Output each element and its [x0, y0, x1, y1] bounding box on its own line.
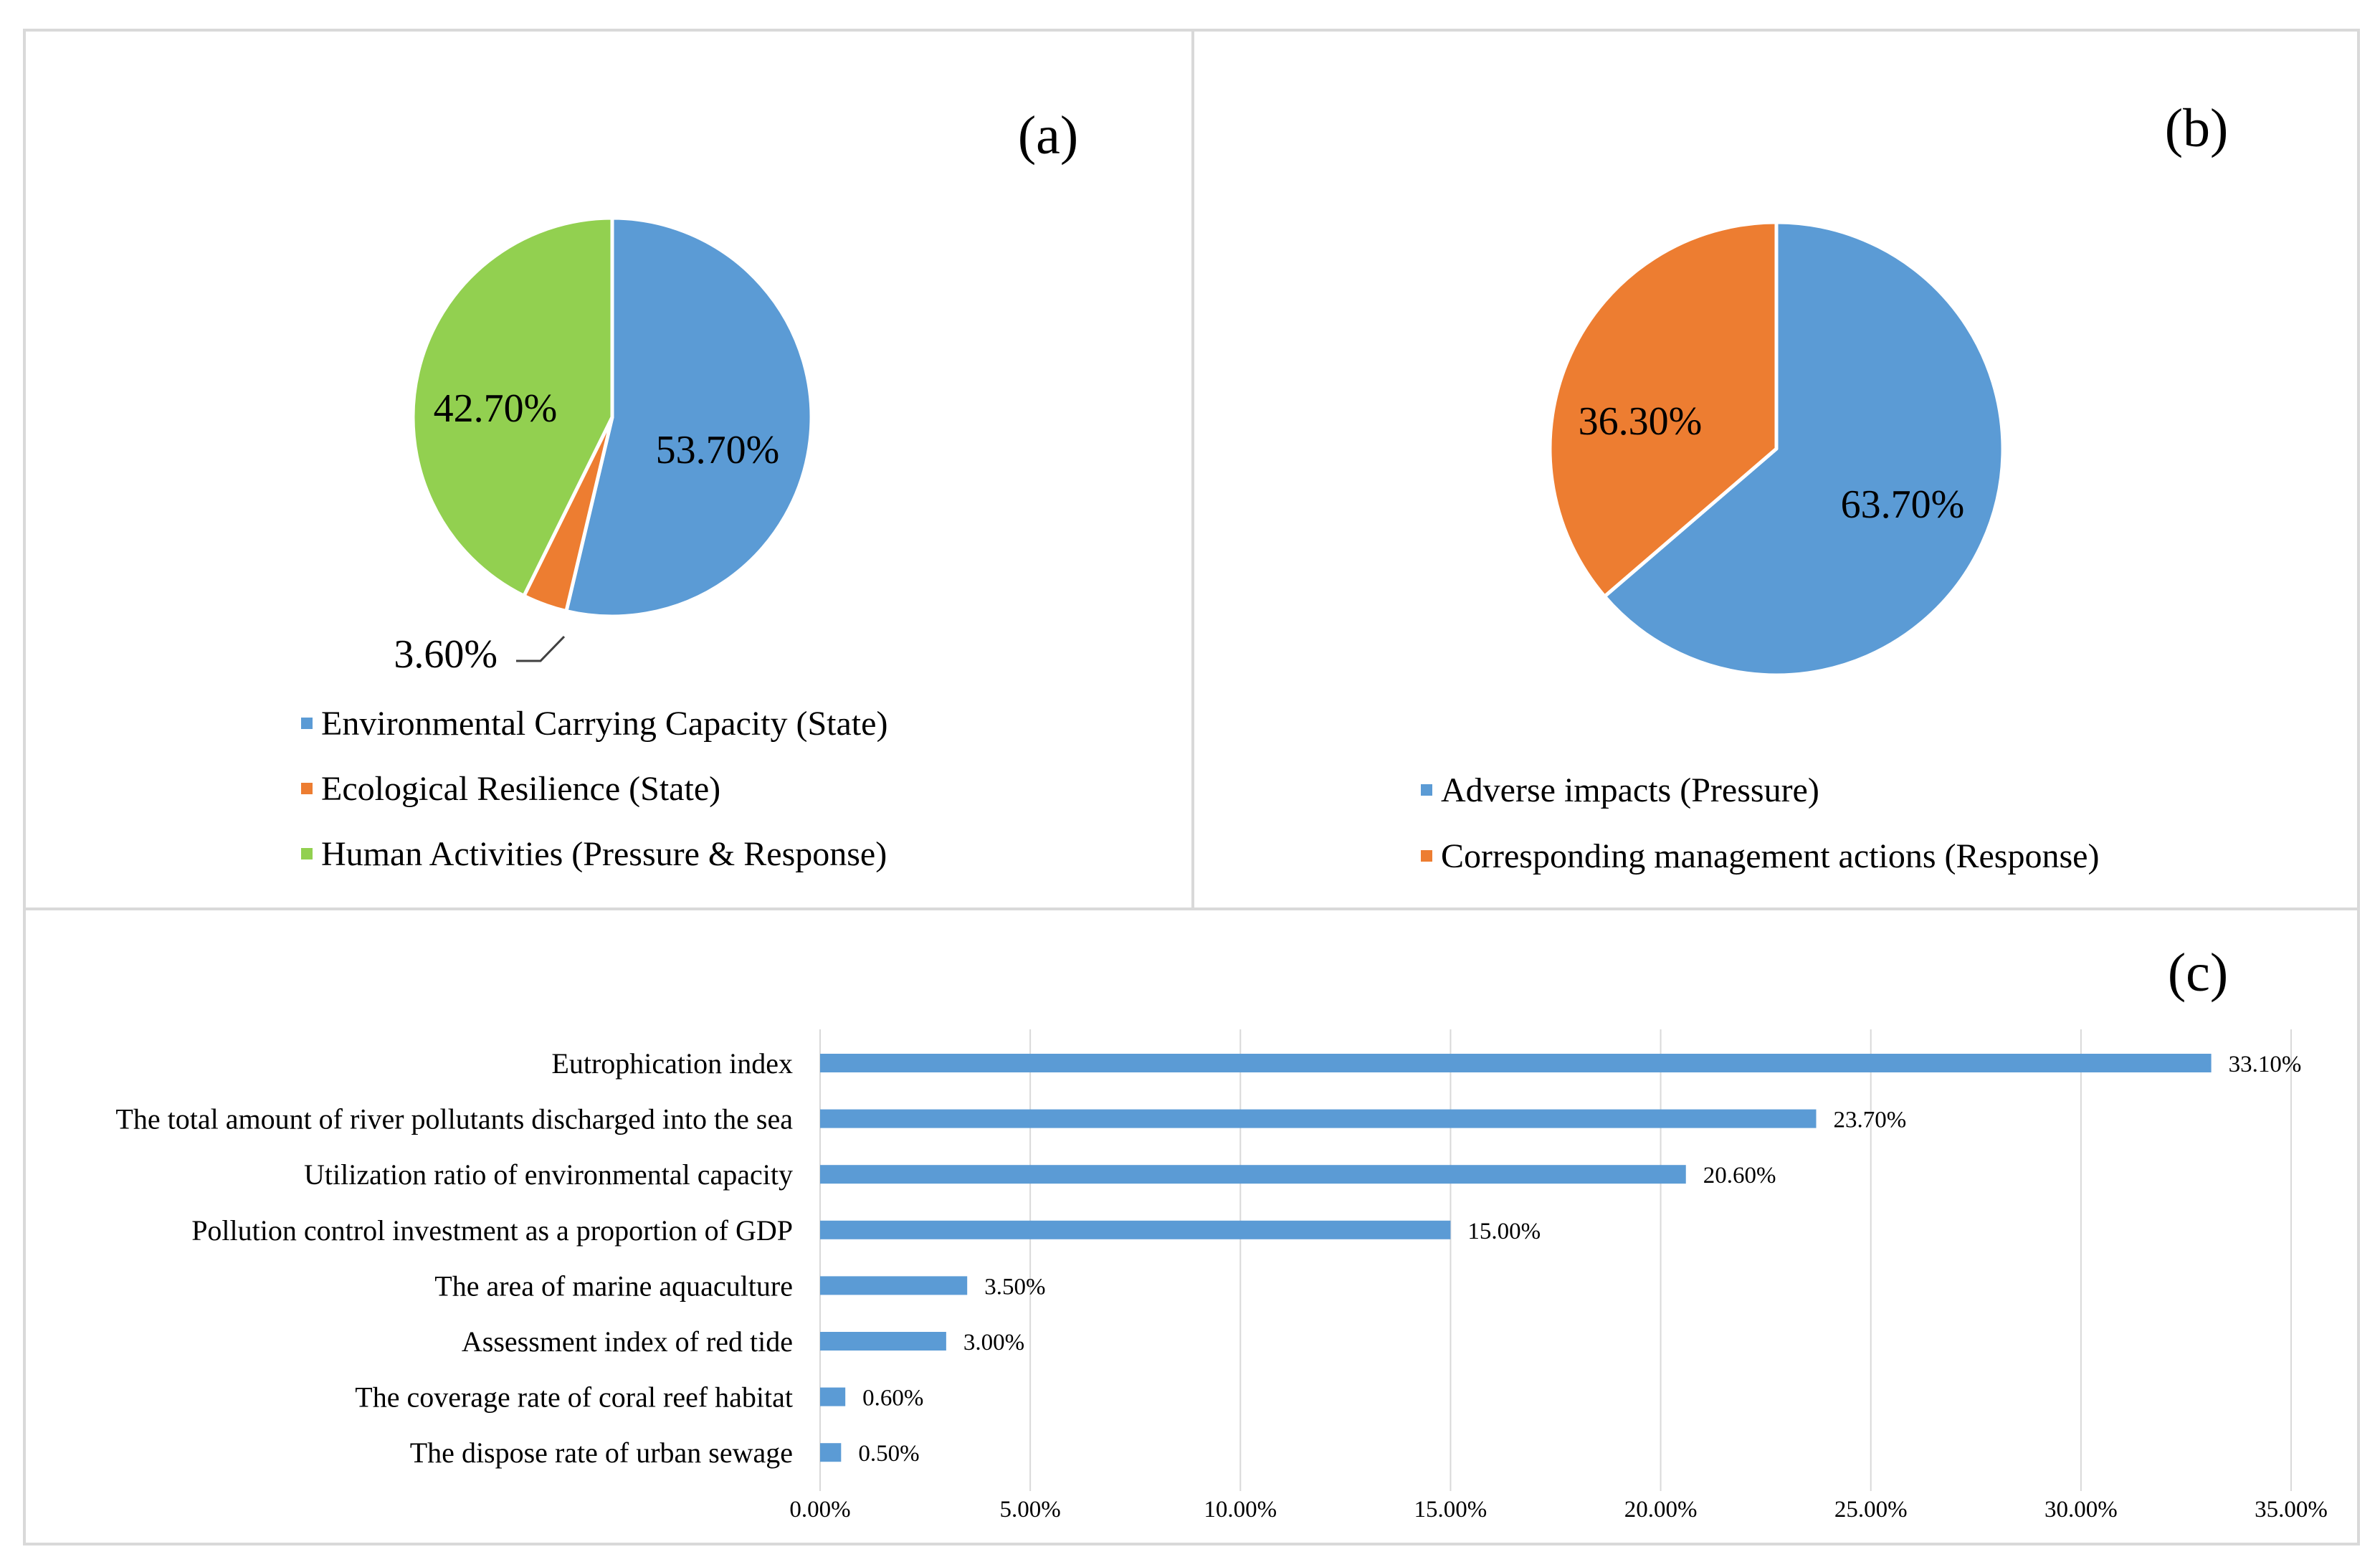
- x-tick-label: 30.00%: [2045, 1497, 2118, 1523]
- legend-label-adverse-impacts: Adverse impacts (Pressure): [1441, 771, 1819, 809]
- bar-value-label: 0.50%: [858, 1441, 919, 1467]
- x-tick-label: 10.00%: [1204, 1497, 1277, 1523]
- pie-chart-a: (a) 53.70% 3.60% 42.70% Environmental Ca…: [301, 105, 1078, 873]
- bar-value-label: 15.00%: [1467, 1219, 1541, 1244]
- category-label: Assessment index of red tide: [462, 1325, 793, 1358]
- pie-a-slice-human-activities-pressure-response: [411, 216, 614, 598]
- panel-a: (a) 53.70% 3.60% 42.70% Environmental Ca…: [23, 29, 1199, 910]
- bar-the-total-amount-of-river-pollutants-discharged-into-the-sea: [820, 1109, 1817, 1128]
- x-tick-label: 20.00%: [1624, 1497, 1698, 1523]
- x-tick-label: 5.00%: [1000, 1497, 1061, 1523]
- legend-swatch-carrying-capacity: [301, 718, 313, 729]
- bar-value-label: 0.60%: [862, 1386, 923, 1411]
- bar-the-coverage-rate-of-coral-reef-habitat: [820, 1387, 846, 1406]
- category-label: The coverage rate of coral reef habitat: [355, 1381, 793, 1414]
- slice-label-carrying-capacity: 53.70%: [656, 428, 780, 472]
- bar-chart-c: (c) 0.00% 5.00% 10.00% 15.00% 20.00% 25.00% 30…: [115, 943, 2328, 1523]
- bar-pollution-control-investment-as-a-proportion-of-gdp: [820, 1220, 1451, 1239]
- category-label: The total amount of river pollutants dis…: [115, 1103, 793, 1135]
- legend-swatch-human-activities: [301, 848, 313, 859]
- legend-label-resilience: Ecological Resilience (State): [321, 770, 720, 808]
- category-label: The dispose rate of urban sewage: [410, 1437, 793, 1469]
- bar-value-label: 3.50%: [984, 1274, 1045, 1300]
- pie-chart-b: (b) 63.70% 36.30% Adverse impacts (Press…: [1421, 98, 2229, 875]
- panel-c: (c) 0.00% 5.00% 10.00% 15.00% 20.00% 25.00% 30…: [23, 908, 2360, 1545]
- legend-label-carrying-capacity: Environmental Carrying Capacity (State): [321, 705, 887, 743]
- bar-assessment-index-of-red-tide: [820, 1332, 946, 1351]
- category-label: The area of marine aquaculture: [434, 1270, 793, 1302]
- slice-label-management-actions: 36.30%: [1579, 399, 1703, 444]
- panel-label-b: (b): [2165, 98, 2229, 158]
- legend-b: Adverse impacts (Pressure) Corresponding…: [1421, 771, 2099, 875]
- x-tick-label: 25.00%: [1834, 1497, 1908, 1523]
- bar-value-label: 23.70%: [1833, 1108, 1906, 1133]
- bar-utilization-ratio-of-environmental-capacity: [820, 1165, 1686, 1184]
- category-label: Pollution control investment as a propor…: [191, 1214, 793, 1247]
- legend-swatch-management-actions: [1421, 850, 1432, 862]
- resilience-leader-line: [516, 635, 566, 662]
- pie-b-slice-corresponding-management-actions-response: [1548, 220, 1779, 599]
- legend-swatch-adverse-impacts: [1421, 784, 1432, 796]
- x-tick-label: 15.00%: [1414, 1497, 1488, 1523]
- legend-a: Environmental Carrying Capacity (State) …: [301, 705, 887, 873]
- panel-label-c: (c): [2168, 943, 2228, 1003]
- x-tick-label: 0.00%: [789, 1497, 850, 1523]
- slice-label-adverse-impacts: 63.70%: [1841, 482, 1965, 527]
- legend-label-human-activities: Human Activities (Pressure & Response): [321, 835, 887, 873]
- slice-label-resilience: 3.60%: [394, 632, 498, 677]
- bar-value-label: 3.00%: [963, 1330, 1024, 1356]
- category-label: Utilization ratio of environmental capac…: [304, 1158, 793, 1191]
- legend-label-management-actions: Corresponding management actions (Respon…: [1441, 837, 2099, 875]
- panel-b: (b) 63.70% 36.30% Adverse impacts (Press…: [1191, 29, 2360, 910]
- bar-the-dispose-rate-of-urban-sewage: [820, 1443, 842, 1462]
- x-tick-label: 35.00%: [2255, 1497, 2328, 1523]
- bar-eutrophication-index: [820, 1054, 2212, 1072]
- legend-swatch-resilience: [301, 783, 313, 794]
- bar-value-label: 20.60%: [1703, 1163, 1776, 1189]
- bar-the-area-of-marine-aquaculture: [820, 1276, 968, 1295]
- category-label: Eutrophication index: [551, 1047, 793, 1080]
- pie-a-slice-environmental-carrying-capacity-state: [564, 216, 814, 619]
- slice-label-human-activities: 42.70%: [434, 386, 558, 431]
- bar-value-label: 33.10%: [2229, 1052, 2302, 1077]
- pie-b-slice-adverse-impacts-pressure: [1602, 220, 2005, 677]
- panel-label-a: (a): [1018, 105, 1078, 166]
